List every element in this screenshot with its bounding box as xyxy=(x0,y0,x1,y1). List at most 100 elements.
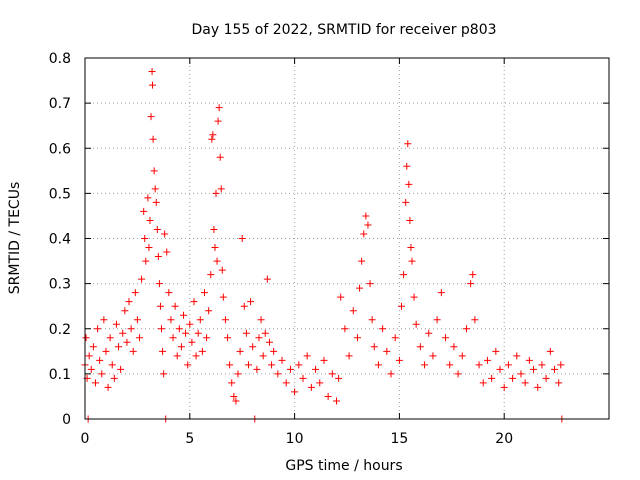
data-point xyxy=(349,307,357,315)
data-point xyxy=(240,302,248,310)
data-point xyxy=(200,289,208,297)
data-point xyxy=(149,135,157,143)
data-point xyxy=(224,334,232,342)
data-point xyxy=(395,356,403,364)
data-point xyxy=(173,352,181,360)
data-point xyxy=(158,325,166,333)
data-point xyxy=(159,347,167,355)
data-point xyxy=(218,266,226,274)
data-point xyxy=(316,379,324,387)
data-point xyxy=(255,334,263,342)
data-point xyxy=(232,397,240,405)
data-point xyxy=(208,135,216,143)
data-point xyxy=(161,230,169,238)
data-point xyxy=(163,248,171,256)
data-point xyxy=(123,338,131,346)
data-point xyxy=(379,325,387,333)
data-point xyxy=(504,361,512,369)
data-point xyxy=(261,329,269,337)
data-point xyxy=(133,316,141,324)
data-point xyxy=(184,361,192,369)
data-point xyxy=(259,352,267,360)
data-point xyxy=(98,370,106,378)
data-point xyxy=(320,356,328,364)
data-point xyxy=(96,356,104,364)
data-point xyxy=(129,347,137,355)
data-point xyxy=(203,334,211,342)
data-point xyxy=(94,325,102,333)
data-point xyxy=(119,329,127,337)
data-point xyxy=(400,271,408,279)
data-point xyxy=(177,343,185,351)
data-point xyxy=(542,374,550,382)
data-point xyxy=(410,293,418,301)
y-tick-label: 0.8 xyxy=(49,51,71,67)
data-point xyxy=(188,338,196,346)
data-point xyxy=(407,244,415,252)
data-point xyxy=(403,162,411,170)
data-point xyxy=(247,298,255,306)
data-point xyxy=(513,352,521,360)
data-point xyxy=(108,361,116,369)
data-point xyxy=(397,302,405,310)
data-point xyxy=(530,365,538,373)
y-tick-label: 0.3 xyxy=(49,277,71,293)
data-point xyxy=(286,365,294,373)
data-point xyxy=(282,379,290,387)
data-point xyxy=(383,347,391,355)
data-point xyxy=(500,383,508,391)
data-point xyxy=(557,361,565,369)
plot-frame xyxy=(84,57,610,420)
data-point xyxy=(458,352,466,360)
data-point xyxy=(117,365,125,373)
data-point xyxy=(450,343,458,351)
data-point xyxy=(358,257,366,265)
data-point xyxy=(244,361,252,369)
y-tick-label: 0.4 xyxy=(49,232,71,248)
data-point xyxy=(341,325,349,333)
data-point xyxy=(324,392,332,400)
y-tick-label: 0.1 xyxy=(49,367,71,383)
data-point xyxy=(253,365,261,373)
data-point xyxy=(91,379,99,387)
data-point xyxy=(368,316,376,324)
x-axis-label: GPS time / hours xyxy=(285,458,402,474)
data-point xyxy=(194,329,202,337)
data-point xyxy=(144,194,152,202)
data-point xyxy=(416,343,424,351)
data-point xyxy=(236,347,244,355)
data-point xyxy=(391,334,399,342)
data-point xyxy=(242,329,250,337)
data-point xyxy=(104,383,112,391)
data-point xyxy=(442,334,450,342)
data-point xyxy=(151,185,159,193)
data-point xyxy=(146,216,154,224)
data-point xyxy=(141,235,149,242)
data-point xyxy=(335,374,343,382)
data-point xyxy=(154,253,162,261)
data-point xyxy=(402,198,410,206)
data-point xyxy=(125,298,133,306)
data-point xyxy=(190,298,198,306)
data-point xyxy=(87,365,95,373)
data-point xyxy=(156,302,164,310)
y-tick-label: 0.2 xyxy=(49,322,71,338)
data-point xyxy=(152,198,160,206)
data-point xyxy=(85,352,93,360)
data-point xyxy=(467,280,475,288)
data-point xyxy=(212,189,220,197)
data-point xyxy=(110,374,118,382)
data-point xyxy=(226,361,234,369)
data-point xyxy=(333,397,341,405)
data-point xyxy=(127,325,135,333)
data-point xyxy=(145,244,153,252)
grid-lines xyxy=(85,58,609,419)
tick-labels: 0 0.1 0.2 0.3 0.4 0.5 0.6 0.7 0.8 0 5 10 15 20 xyxy=(49,51,513,447)
x-tick-label: 15 xyxy=(390,431,408,447)
data-point xyxy=(196,316,204,324)
data-point xyxy=(192,352,200,360)
y-tick-label: 0.7 xyxy=(49,96,71,112)
data-point xyxy=(165,289,173,297)
data-point xyxy=(312,365,320,373)
data-point xyxy=(268,361,276,369)
